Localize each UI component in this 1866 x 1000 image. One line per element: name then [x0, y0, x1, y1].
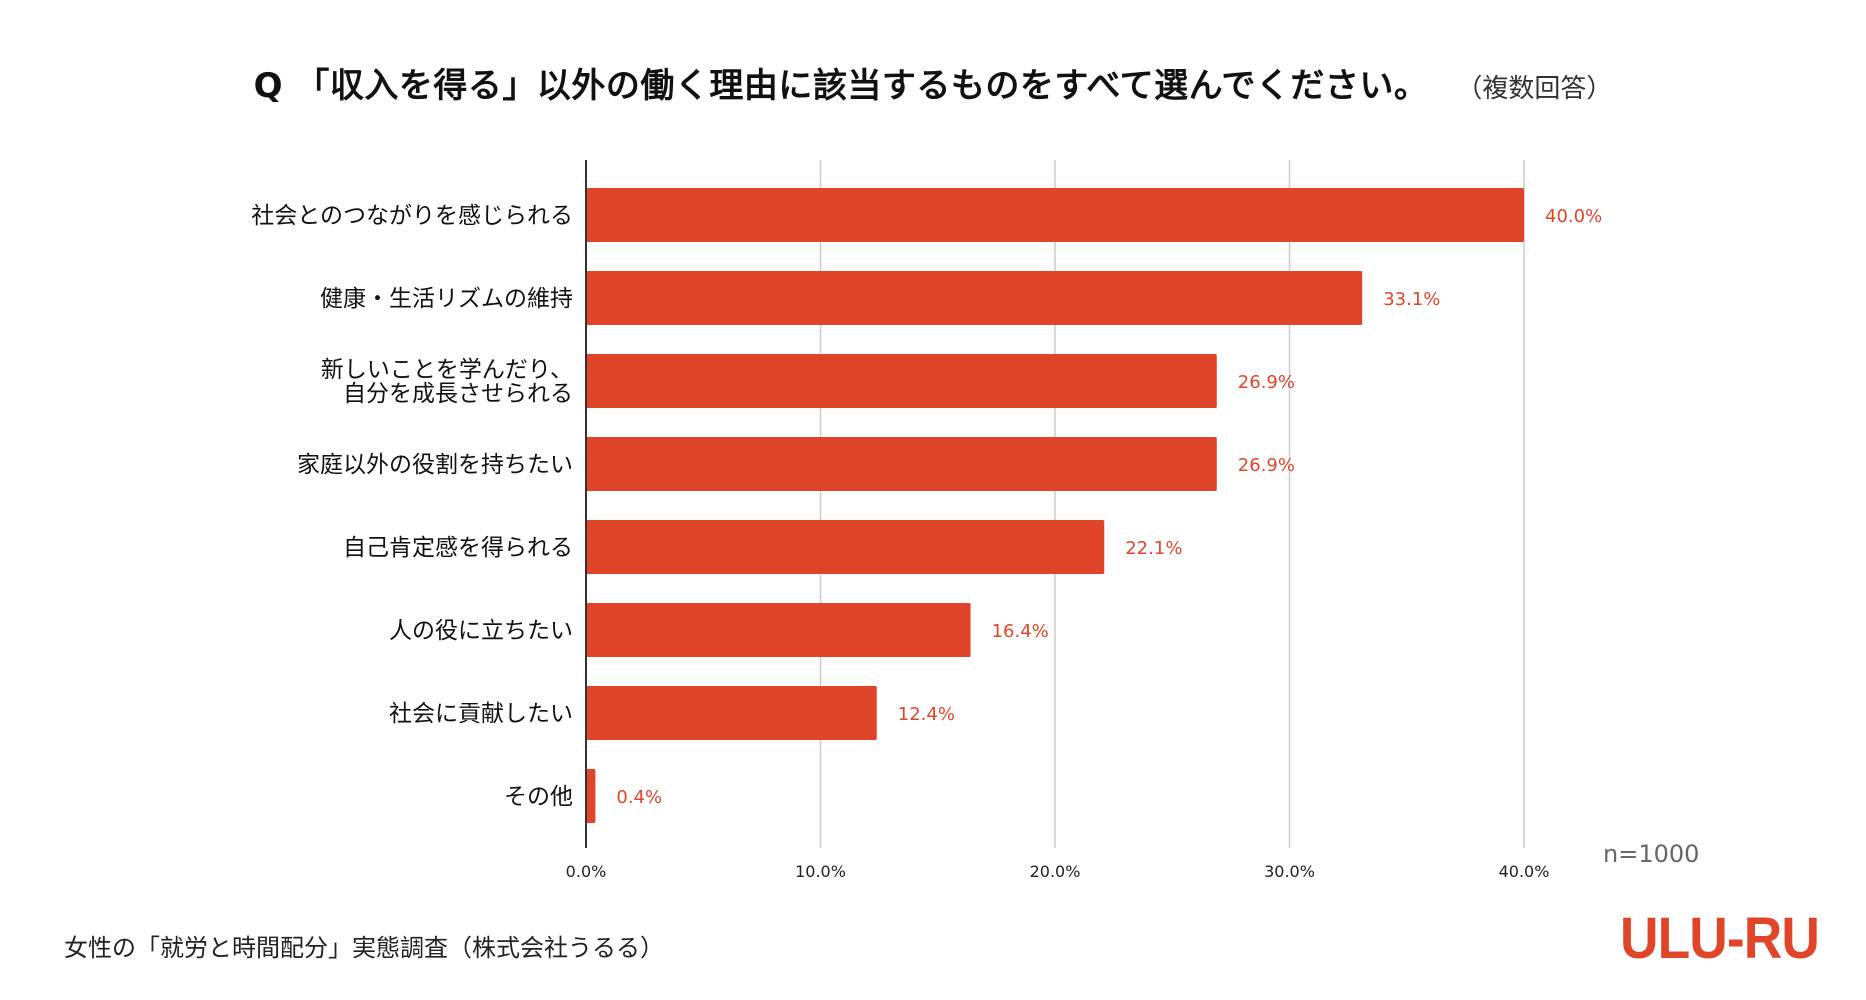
x-tick-label-4: 40.0% [1499, 862, 1550, 881]
value-label-7: 0.4% [616, 787, 662, 808]
category-label-0: 社会とのつながりを感じられる [251, 203, 573, 229]
category-label-5: 人の役に立ちたい [389, 618, 573, 644]
category-label-2: 新しいことを学んだり、自分を成長させられる [321, 357, 573, 407]
value-label-1: 33.1% [1383, 289, 1440, 310]
category-label-line: 社会とのつながりを感じられる [251, 203, 573, 229]
value-label-5: 16.4% [992, 621, 1049, 642]
category-label-line: 自己肯定感を得られる [343, 535, 573, 561]
category-label-line: 家庭以外の役割を持ちたい [297, 452, 573, 478]
category-label-4: 自己肯定感を得られる [343, 535, 573, 561]
x-tick-label-1: 10.0% [795, 862, 846, 881]
bar-2 [586, 354, 1217, 408]
chart-subtitle: （複数回答） [1456, 74, 1613, 104]
category-label-line: 社会に貢献したい [389, 701, 573, 727]
category-label-6: 社会に貢献したい [389, 701, 573, 727]
value-label-4: 22.1% [1125, 538, 1182, 559]
title-row: Q 「収入を得る」以外の働く理由に該当するものをすべて選んでください。 （複数回… [0, 58, 1866, 118]
category-label-1: 健康・生活リズムの維持 [320, 286, 573, 312]
bar-7 [586, 769, 596, 823]
bar-0 [586, 188, 1524, 242]
x-tick-label-3: 30.0% [1264, 862, 1315, 881]
category-label-line: 健康・生活リズムの維持 [320, 286, 573, 312]
bar-1 [586, 271, 1363, 325]
category-label-line: その他 [504, 784, 573, 810]
bar-4 [586, 520, 1105, 574]
category-label-7: その他 [504, 784, 573, 810]
source-note: 女性の「就労と時間配分」実態調査（株式会社うるる） [64, 934, 664, 962]
value-label-3: 26.9% [1238, 455, 1295, 476]
chart-title: Q 「収入を得る」以外の働く理由に該当するものをすべて選んでください。 [253, 66, 1429, 106]
category-label-3: 家庭以外の役割を持ちたい [297, 452, 573, 478]
category-label-line: 新しいことを学んだり、 [321, 357, 573, 383]
value-label-6: 12.4% [898, 704, 955, 725]
x-tick-label-0: 0.0% [566, 862, 607, 881]
bar-3 [586, 437, 1217, 491]
bars [586, 188, 1524, 823]
bar-5 [586, 603, 971, 657]
labels: 0.0% 10.0% 20.0% 30.0% 40.0% 40.0% 社会とのつながりを感じ… [251, 203, 1602, 881]
category-label-line: 人の役に立ちたい [389, 618, 573, 644]
uluru-logo: ULU-RU [1620, 906, 1820, 971]
sample-size-label: n=1000 [1603, 840, 1700, 868]
grid-lines [819, 160, 1525, 848]
value-label-0: 40.0% [1545, 206, 1602, 227]
value-label-2: 26.9% [1238, 372, 1295, 393]
x-tick-label-2: 20.0% [1030, 862, 1081, 881]
category-label-line: 自分を成長させられる [343, 381, 573, 407]
bar-6 [586, 686, 877, 740]
